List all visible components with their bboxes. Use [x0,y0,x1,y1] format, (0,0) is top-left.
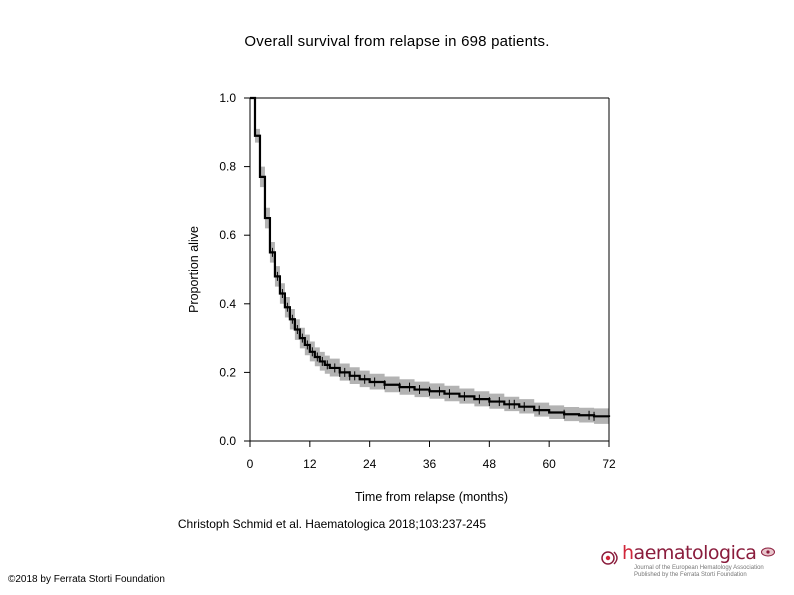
x-tick-label-4: 48 [483,457,497,471]
logo-wordmark: haematologica [622,542,757,564]
y-tick-label-2: 0.4 [219,297,236,311]
x-tick-label-6: 72 [602,457,616,471]
logo-mark-icon [601,551,618,565]
confidence-band [250,98,609,425]
slide-title: Overall survival from relapse in 698 pat… [244,33,550,50]
x-tick-label-5: 60 [542,457,556,471]
haematologica-logo: haematologica Journal of the European He… [600,542,790,582]
survival-chart: 0.0 0.2 0.4 0.6 0.8 1.0 0 12 24 36 48 60 72 Time from… [187,91,616,504]
copyright-notice: ©2018 by Ferrata Storti Foundation [8,574,165,585]
y-tick-label-5: 1.0 [219,91,236,105]
x-tick-label-1: 12 [303,457,317,471]
survival-curve [250,96,611,418]
x-tick-label-3: 36 [423,457,437,471]
logo-subtitle-line1: Journal of the European Hematology Assoc… [634,565,764,571]
citation: Christoph Schmid et al. Haematologica 20… [177,517,487,531]
y-tick-label-1: 0.2 [219,365,236,379]
x-axis-title: Time from relapse (months) [355,490,508,504]
logo-subtitle-line2: Published by the Ferrata Storti Foundati… [634,572,747,578]
y-axis-title: Proportion alive [187,226,201,313]
logo-subtitle: Journal of the European Hematology Assoc… [634,565,764,579]
logo-wordmark-h: h [622,542,634,564]
x-tick-label-0: 0 [247,457,254,471]
logo-wordmark-rest: aematologica [633,542,757,564]
y-tick-label-4: 0.8 [219,160,236,174]
x-tick-label-2: 24 [363,457,377,471]
y-tick-label-3: 0.6 [219,228,236,242]
cell-icon [761,547,775,557]
y-tick-label-0: 0.0 [219,434,236,448]
